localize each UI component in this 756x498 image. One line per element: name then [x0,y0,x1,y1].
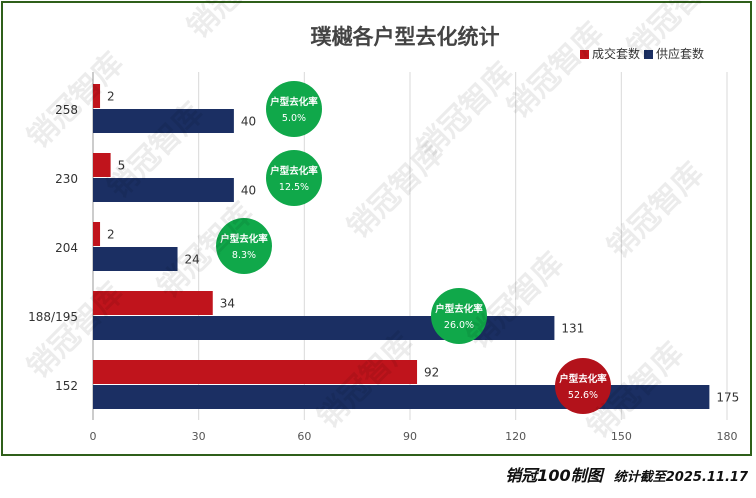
watermark: 销冠智库 [501,16,611,126]
data-label: 175 [716,391,739,405]
rate-bubble-label: 户型去化率 [269,96,318,108]
rate-bubble-value: 26.0% [444,320,474,331]
x-tick-label: 180 [717,430,738,443]
legend-label: 供应套数 [656,46,704,61]
data-label: 24 [185,253,200,267]
footer-note: 统计截至2025.11.17 [613,470,748,485]
watermark: 销冠智库 [181,0,291,46]
x-tick-label: 0 [90,430,97,443]
category-label: 204 [55,241,78,255]
legend-label: 成交套数 [592,46,640,61]
data-label: 5 [118,159,126,173]
rate-bubble-value: 8.3% [232,250,256,261]
footer-brand: 销冠100制图 [505,466,603,485]
watermark: 销冠智库 [411,56,521,166]
footer: 销冠100制图 统计截至2025.11.17 [0,462,748,494]
data-label: 2 [107,90,115,104]
bar [93,291,213,315]
category-label: 230 [55,172,78,186]
category-label: 152 [55,379,78,393]
legend-swatch [580,50,589,59]
data-label: 34 [220,297,235,311]
bar [93,178,234,202]
data-label: 40 [241,184,256,198]
data-label: 92 [424,366,439,380]
rate-bubble [266,81,322,137]
x-tick-label: 90 [403,430,417,443]
rate-bubble-value: 5.0% [282,113,306,124]
bar [93,247,178,271]
bar [93,222,101,246]
watermark: 销冠智库 [601,156,711,266]
bar [93,84,101,108]
bar [93,109,234,133]
data-label: 2 [107,228,115,242]
rate-bubble [431,288,487,344]
x-tick-label: 30 [192,430,206,443]
rate-bubble-label: 户型去化率 [269,165,318,177]
x-tick-label: 60 [297,430,311,443]
rate-bubble-label: 户型去化率 [558,373,607,385]
rate-bubble [216,218,272,274]
legend-swatch [644,50,653,59]
category-label: 188/195 [28,310,78,324]
data-label: 131 [561,322,584,336]
x-tick-label: 150 [611,430,632,443]
x-tick-label: 120 [505,430,526,443]
rate-bubble-label: 户型去化率 [219,233,268,245]
bar [93,153,111,177]
rate-bubble [555,358,611,414]
rate-bubble [266,150,322,206]
chart-title: 璞樾各户型去化统计 [311,25,500,49]
category-label: 258 [55,103,78,117]
rate-bubble-value: 12.5% [279,182,309,193]
rate-bubble-label: 户型去化率 [434,303,483,315]
data-label: 40 [241,115,256,129]
rate-bubble-value: 52.6% [568,390,598,401]
bar [93,360,418,384]
